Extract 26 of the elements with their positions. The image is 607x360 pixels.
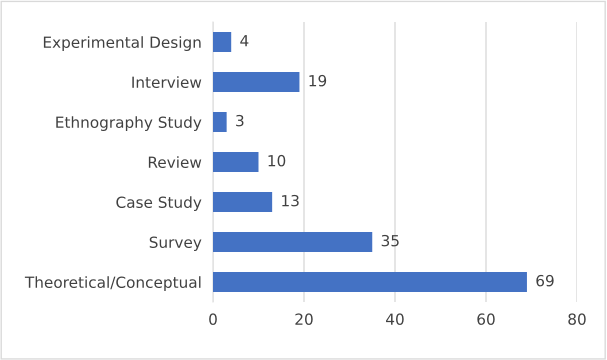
data-label: 35 (382, 234, 399, 246)
y-tick-label: Experimental Design (44, 36, 201, 51)
data-label: 19 (309, 74, 326, 86)
x-tick-label: 20 (295, 313, 313, 325)
y-tick-label: Interview (132, 76, 202, 88)
data-label: 3 (236, 114, 244, 126)
x-tick-label: 0 (209, 313, 217, 325)
bar (213, 32, 232, 52)
y-tick-label: Survey (150, 236, 202, 251)
data-label: 69 (536, 274, 554, 286)
data-label: 10 (268, 154, 286, 166)
bar (213, 112, 227, 132)
bar (213, 272, 527, 292)
bar (213, 152, 258, 172)
bar (213, 192, 272, 212)
y-tick-label: Review (148, 156, 202, 168)
data-label: 13 (282, 194, 299, 206)
y-tick-label: Ethnography Study (56, 116, 202, 131)
bar (213, 72, 300, 92)
y-tick-label: Case Study (116, 196, 202, 211)
x-tick-label: 80 (568, 313, 586, 325)
y-tick-label: Theoretical/Conceptual (24, 276, 200, 291)
bar (213, 232, 372, 252)
x-tick-label: 60 (477, 313, 495, 325)
data-label: 4 (240, 35, 248, 46)
x-tick-label: 40 (386, 313, 404, 325)
